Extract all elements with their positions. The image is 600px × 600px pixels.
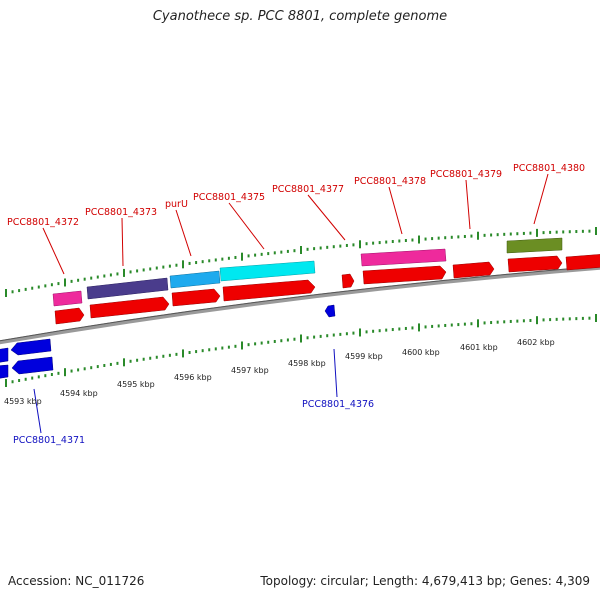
cds-features [54,254,600,325]
scale-label: 4597 kbp [231,366,269,375]
gene-label-pcc8801-4372[interactable]: PCC8801_4372 [7,217,79,228]
cds-arrow-pcc8801-4377[interactable] [341,273,355,289]
scale-labels: 4593 kbp 4594 kbp 4595 kbp 4596 kbp 4597… [4,338,555,406]
cds-arrow-pcc8801-4371-b[interactable] [11,356,54,375]
genome-backbone [0,265,600,345]
cds-arrow-puru[interactable] [171,288,221,307]
gene-feature-pcc8801-4373[interactable] [86,277,169,300]
cds-arrow-pcc8801-4379[interactable] [452,261,495,279]
scale-label: 4595 kbp [117,380,155,389]
gene-feature-pcc8801-4380[interactable] [506,237,563,254]
cds-arrow-pcc8801-4372[interactable] [54,307,85,325]
cds-arrow-pcc8801-4371[interactable] [0,364,9,379]
scale-label: 4601 kbp [460,343,498,352]
gene-label-pcc8801-4379[interactable]: PCC8801_4379 [430,169,502,180]
gene-labels: PCC8801_4372 PCC8801_4373 purU PCC8801_4… [7,163,585,446]
gene-feature-puru[interactable] [169,270,221,289]
upper-tick-row [5,227,597,297]
gene-feature-pcc8801-4371-b[interactable] [10,338,52,356]
scale-label: 4598 kbp [288,359,326,368]
gene-label-pcc8801-4378[interactable]: PCC8801_4378 [354,176,426,187]
gene-label-pcc8801-4371[interactable]: PCC8801_4371 [13,435,85,446]
accession-text: Accession: NC_011726 [8,574,145,588]
scale-label: 4593 kbp [4,397,42,406]
gene-feature-pcc8801-4378[interactable] [360,248,447,267]
scale-label: 4596 kbp [174,373,212,382]
reverse-strand-features [0,304,336,379]
gene-label-pcc8801-4376[interactable]: PCC8801_4376 [302,399,374,410]
gene-features [52,237,563,307]
genome-summary-text: Topology: circular; Length: 4,679,413 bp… [260,574,590,588]
map-title: Cyanothece sp. PCC 8801, complete genome [152,9,448,24]
gene-label-pcc8801-4380[interactable]: PCC8801_4380 [513,163,585,174]
label-leader-lines [33,173,549,434]
gene-label-pcc8801-4377[interactable]: PCC8801_4377 [272,184,344,195]
cds-arrow-pcc8801-4373[interactable] [89,296,170,319]
gene-label-pcc8801-4375[interactable]: PCC8801_4375 [193,192,265,203]
lower-tick-row [5,314,597,387]
scale-label: 4594 kbp [60,389,98,398]
gene-feature-pcc8801-4375[interactable] [219,260,316,282]
scale-label: 4600 kbp [402,348,440,357]
scale-label: 4602 kbp [517,338,555,347]
gene-feature-pcc8801-4371[interactable] [0,347,9,363]
gene-feature-pcc8801-4372[interactable] [52,290,83,307]
scale-label: 4599 kbp [345,352,383,361]
cds-arrow-next[interactable] [565,254,600,271]
cds-arrow-pcc8801-4376[interactable] [324,304,336,318]
gene-label-puru[interactable]: purU [165,199,188,210]
cds-arrow-pcc8801-4378[interactable] [362,265,447,285]
cds-arrow-pcc8801-4380[interactable] [507,255,563,273]
gene-label-pcc8801-4373[interactable]: PCC8801_4373 [85,207,157,218]
cds-arrow-pcc8801-4375[interactable] [222,279,316,302]
